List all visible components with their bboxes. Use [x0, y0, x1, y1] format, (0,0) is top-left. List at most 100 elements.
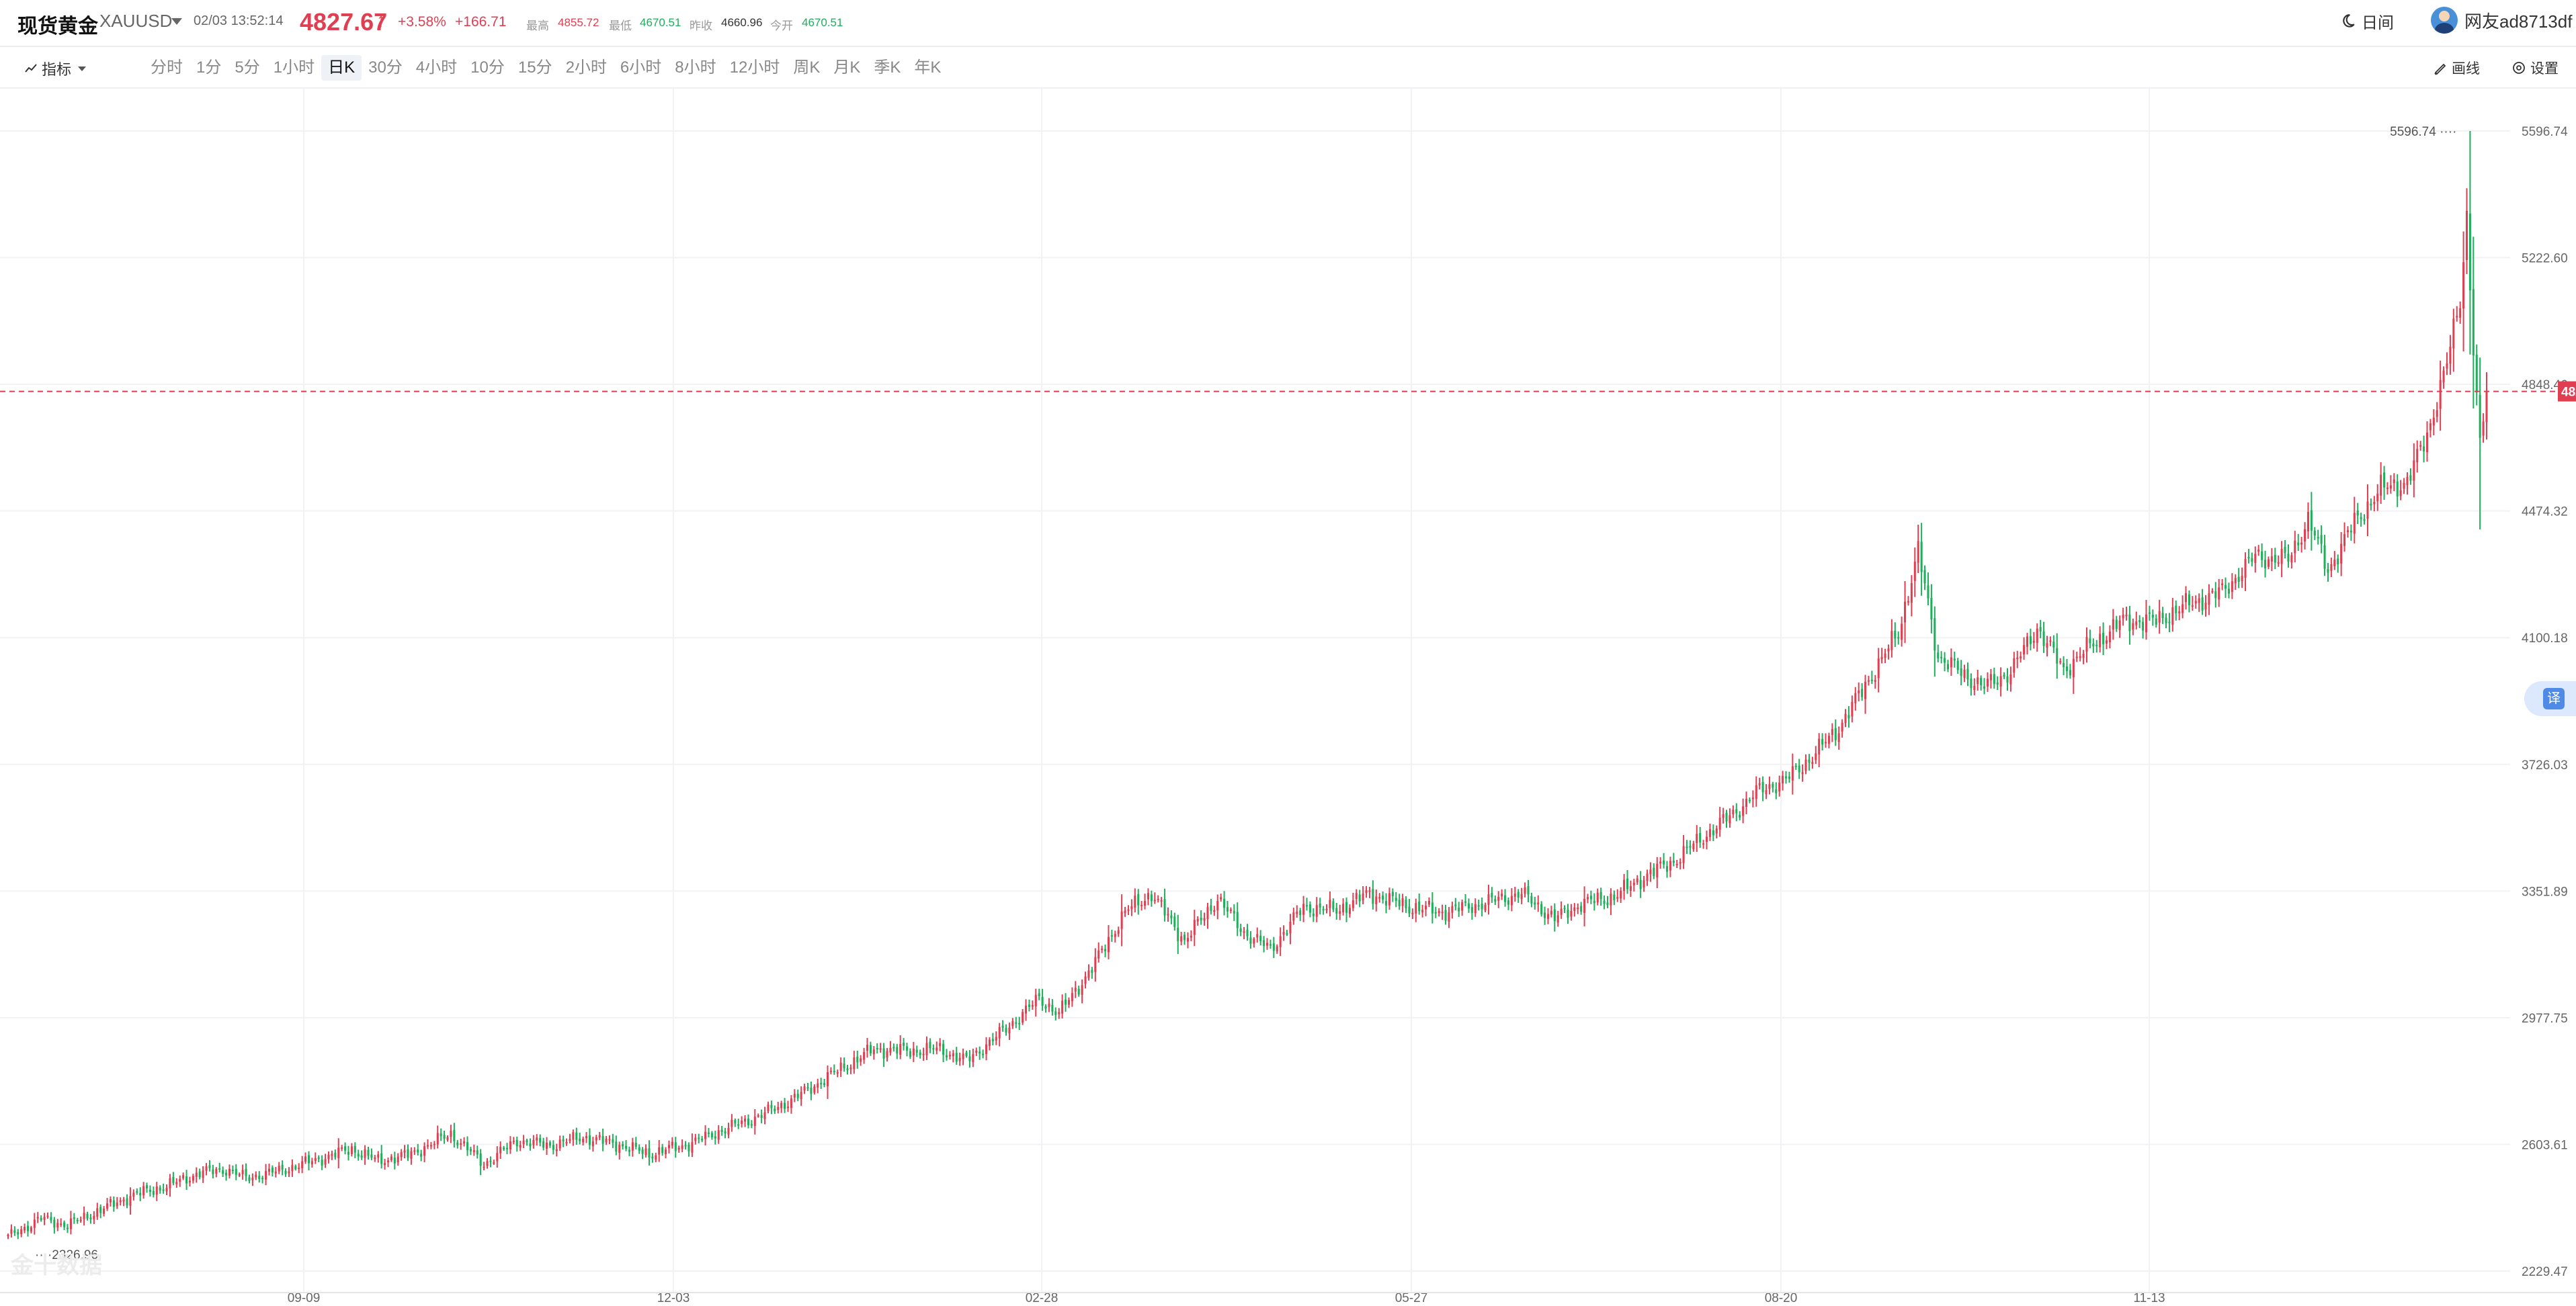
period-tab-7[interactable]: 10分 [470, 58, 505, 77]
candle-body [1173, 916, 1176, 927]
candle-body [2095, 644, 2098, 646]
period-tab-16[interactable]: 年K [914, 58, 942, 77]
candle-body [1665, 866, 1669, 872]
day-night-toggle[interactable]: 日间 [2339, 9, 2394, 33]
period-tab-2[interactable]: 5分 [235, 58, 260, 77]
candle-body [903, 1043, 905, 1046]
candle-body [741, 1121, 743, 1124]
candle-body [2290, 555, 2293, 563]
stat-high-label: 最高 [526, 19, 549, 32]
candle-body [2036, 628, 2038, 643]
period-tab-15[interactable]: 季K [874, 58, 901, 77]
candle-body [1110, 935, 1113, 937]
candle-body [1874, 680, 1876, 682]
candle-body [466, 1142, 469, 1151]
candle-body [876, 1048, 878, 1050]
period-tab-4[interactable]: 日K [321, 55, 362, 81]
candle-body [2376, 493, 2379, 502]
period-tab-10[interactable]: 6小时 [620, 58, 662, 77]
candle-body [622, 1144, 624, 1147]
candle-body [707, 1132, 710, 1134]
indicator-button[interactable]: 指标 [24, 58, 87, 79]
candle-body [2413, 460, 2415, 481]
candle-body [777, 1106, 780, 1111]
candle-body [2436, 410, 2438, 417]
period-tab-9[interactable]: 2小时 [565, 58, 607, 77]
candle-body [889, 1047, 892, 1053]
period-tab-11[interactable]: 8小时 [675, 58, 716, 77]
candle-body [258, 1176, 261, 1179]
period-tab-8[interactable]: 15分 [517, 58, 552, 77]
candle-body [737, 1124, 740, 1126]
candle-body [2247, 557, 2250, 559]
candle-body [410, 1151, 413, 1159]
candle-body [645, 1148, 647, 1156]
candle-body [552, 1145, 554, 1150]
candle-body [2363, 519, 2366, 521]
candle-body [2343, 533, 2346, 546]
candle-body [1438, 911, 1440, 913]
settings-button[interactable]: 设置 [2511, 58, 2559, 78]
period-tab-0[interactable]: 分时 [151, 58, 183, 77]
candle-body [892, 1047, 895, 1049]
candle-body [1177, 927, 1179, 941]
candle-body [995, 1037, 997, 1041]
candle-body [1527, 886, 1530, 895]
candle-body [298, 1168, 300, 1170]
period-tab-13[interactable]: 周K [793, 58, 821, 77]
candle-body [182, 1175, 185, 1178]
avatar[interactable] [2431, 7, 2458, 34]
candle-body [1282, 932, 1285, 935]
period-tab-5[interactable]: 30分 [368, 58, 403, 77]
last-price-label: 4827.67 [2561, 386, 2576, 400]
candle-body [2425, 432, 2429, 453]
period-tab-1[interactable]: 1分 [196, 58, 222, 77]
period-tab-6[interactable]: 4小时 [415, 58, 458, 77]
period-tab-12[interactable]: 12小时 [729, 58, 780, 77]
candle-body [261, 1178, 264, 1180]
candle-body [1930, 597, 1933, 619]
candle-body [2356, 511, 2359, 516]
translate-button[interactable]: 译 [2524, 681, 2576, 716]
change-value: +166.71 [455, 14, 507, 30]
candle-body [962, 1053, 964, 1059]
candle-body [331, 1153, 333, 1156]
candle-body [1986, 679, 1989, 687]
candle-body [2105, 640, 2108, 644]
candle-body [2013, 658, 2016, 673]
candle-body [33, 1219, 36, 1228]
candle-body [638, 1147, 640, 1151]
candle-body [1375, 896, 1378, 904]
candle-body [1484, 904, 1487, 911]
candle-body [774, 1108, 776, 1112]
candle-body [66, 1227, 69, 1229]
candle-body [1233, 911, 1235, 914]
candle-body [2330, 564, 2333, 571]
candle-body [1811, 762, 1814, 765]
candlestick-chart[interactable]: 5596.74 5222.60 4848.46 4474.32 4100.18 3726.… [0, 89, 2576, 1306]
draw-line-button[interactable]: 画线 [2433, 58, 2480, 78]
candle-body [856, 1056, 859, 1063]
period-tab-3[interactable]: 1小时 [273, 58, 315, 77]
candle-body [106, 1203, 109, 1209]
candle-body [1705, 836, 1708, 842]
candle-body [1470, 907, 1473, 913]
candle-body [532, 1139, 535, 1145]
symbol-selector[interactable]: XAUUSD [99, 11, 173, 31]
candle-body [93, 1215, 95, 1220]
user-menu[interactable]: 网友ad8713df [2431, 7, 2572, 34]
candle-body [1596, 892, 1599, 903]
chevron-down-icon[interactable] [171, 18, 182, 25]
period-tab-14[interactable]: 月K [833, 58, 861, 77]
candle-body [1117, 930, 1120, 934]
candle-body [1276, 946, 1278, 952]
candle-body [591, 1141, 594, 1147]
candle-body [1299, 910, 1302, 915]
candle-body [1626, 878, 1629, 889]
candle-body [1534, 902, 1536, 905]
candle-body [1087, 970, 1090, 978]
candle-body [939, 1043, 942, 1047]
candle-body [665, 1149, 667, 1155]
candle-body [1513, 894, 1516, 897]
candle-body [1672, 861, 1675, 863]
